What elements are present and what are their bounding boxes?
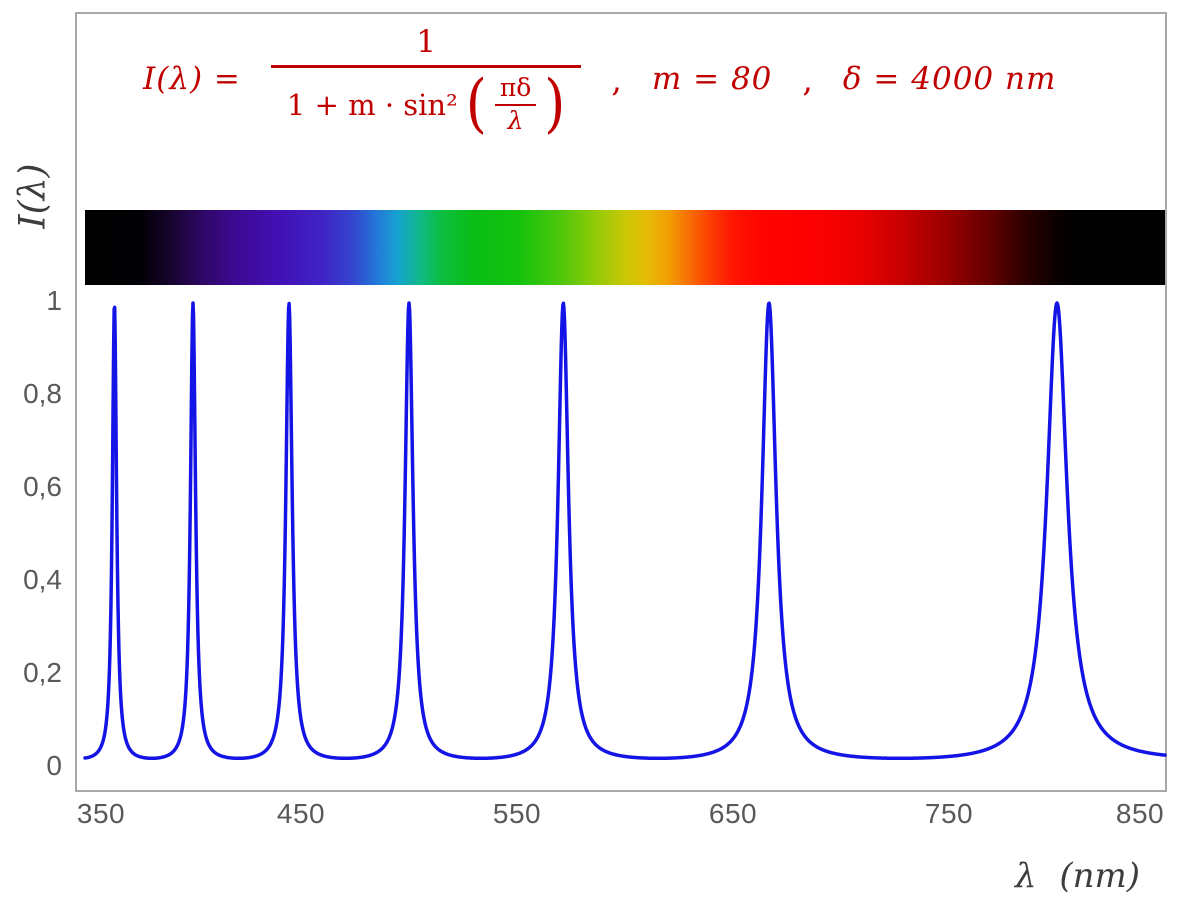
close-paren: ) [544, 66, 566, 141]
inner-fraction-numerator: πδ [494, 74, 537, 107]
param-m: m = 80 [651, 61, 773, 98]
spectrum-band [85, 210, 1165, 285]
x-tick-label: 650 [708, 798, 758, 829]
param-delta: δ = 4000 nm [842, 61, 1057, 98]
formula: I(λ) = 1 1 + m · sin² ( πδ λ ) , m = 80 … [143, 24, 1157, 135]
fraction-numerator: 1 [416, 24, 437, 60]
y-tick-label: 1 [46, 285, 62, 316]
inner-fraction: πδ λ [494, 74, 537, 136]
x-tick-label: 350 [76, 798, 126, 829]
chart-frame: I(λ) = 1 1 + m · sin² ( πδ λ ) , m = 80 … [75, 12, 1167, 792]
x-tick-label: 850 [1115, 798, 1165, 829]
inner-fraction-denominator: λ [507, 106, 524, 136]
comma-1: , [611, 59, 622, 99]
y-axis-title: I(λ) [12, 163, 54, 229]
fraction-denominator: 1 + m · sin² ( πδ λ ) [270, 65, 582, 141]
comma-2: , [802, 59, 813, 99]
denominator-prefix: 1 + m · sin² [286, 87, 458, 122]
y-tick-label: 0,2 [23, 657, 62, 688]
y-tick-label: 0,8 [23, 378, 62, 409]
x-tick-label: 750 [924, 798, 974, 829]
formula-lhs: I(λ) = [143, 61, 241, 98]
x-tick-label: 450 [276, 798, 326, 829]
y-tick-label: 0 [46, 750, 62, 781]
formula-fraction: 1 1 + m · sin² ( πδ λ ) [270, 24, 582, 141]
y-tick-label: 0,4 [23, 564, 62, 595]
open-paren: ( [465, 66, 487, 141]
y-tick-label: 0,6 [23, 471, 62, 502]
intensity-curve [83, 301, 1167, 761]
x-tick-label: 550 [492, 798, 542, 829]
x-axis-title: λ (nm) [1014, 856, 1140, 896]
intensity-curve-svg [83, 301, 1167, 761]
